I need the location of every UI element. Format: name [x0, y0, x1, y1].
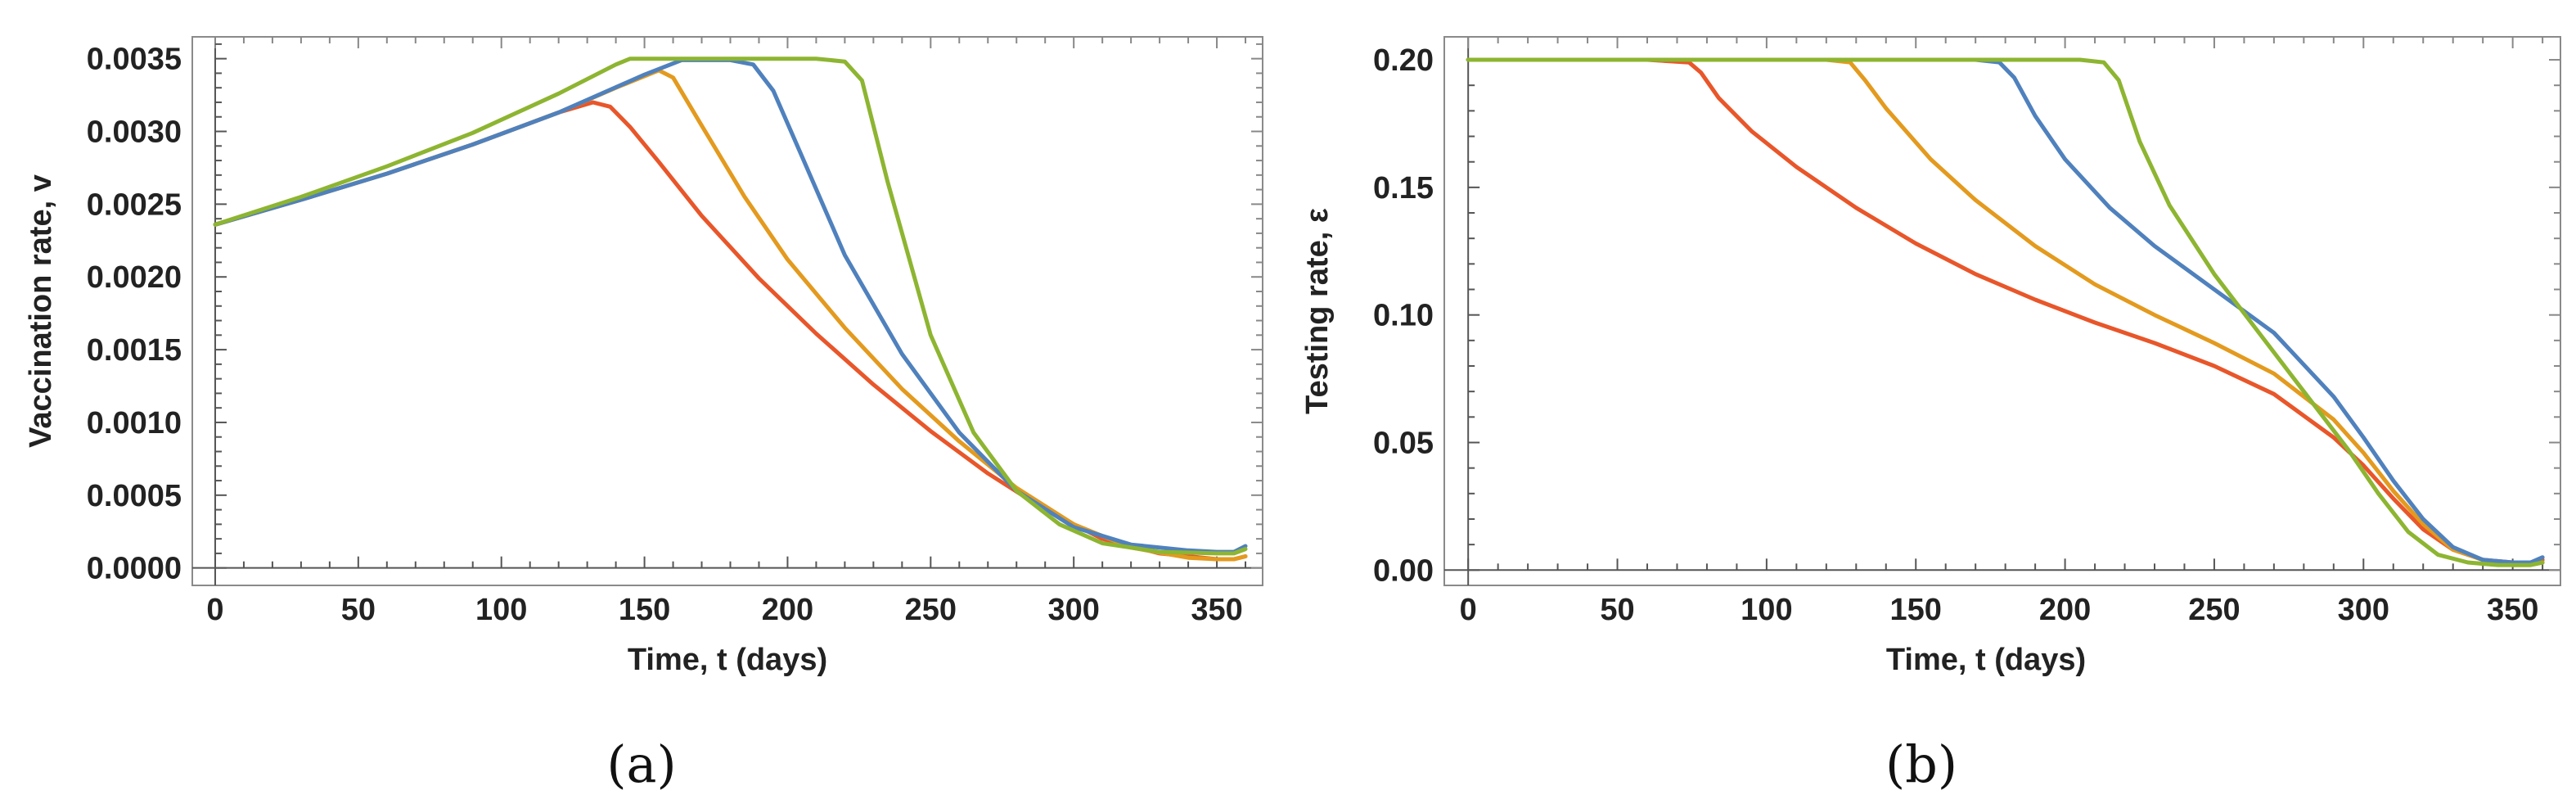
y-axis-label-a: Vaccination rate, v	[24, 174, 58, 448]
x-tick-label-a: 200	[762, 593, 813, 627]
y-tick-label-a: 0.0010	[87, 406, 182, 440]
y-tick-label-a: 0.0020	[87, 260, 182, 295]
x-tick-label-a: 350	[1191, 593, 1242, 627]
series-group-a	[213, 56, 1248, 562]
x-tick-label-b: 300	[2338, 593, 2389, 627]
x-axis-label-a: Time, t (days)	[628, 643, 827, 677]
y-tick-label-a: 0.0035	[87, 43, 182, 77]
y-tick-label-a: 0.0015	[87, 333, 182, 368]
series-line-orange-b	[1466, 57, 2545, 567]
series-line-orange-a	[213, 68, 1248, 562]
series-line-red-b	[1466, 57, 2545, 565]
y-tick-label-b: 0.00	[1373, 553, 1434, 588]
x-tick-label-a: 0	[206, 593, 223, 627]
x-tick-label-a: 250	[905, 593, 957, 627]
x-tick-label-b: 150	[1890, 593, 1942, 627]
series-group-b	[1466, 57, 2545, 567]
x-tick-label-b: 100	[1741, 593, 1792, 627]
y-tick-label-a: 0.0000	[87, 552, 182, 586]
ticks-a: 0 50 100 150 200 250 300 350 0.0000 0.0005 0.0010 0…	[87, 37, 1263, 627]
y-tick-label-a: 0.0030	[87, 115, 182, 150]
x-tick-label-a: 150	[619, 593, 670, 627]
x-tick-label-a: 50	[341, 593, 376, 627]
y-tick-label-a: 0.0025	[87, 187, 182, 222]
series-line-blue-a	[213, 57, 1248, 554]
plot-frame-b	[1443, 36, 2561, 586]
y-tick-label-b: 0.15	[1373, 171, 1434, 206]
x-tick-label-b: 0	[1460, 593, 1477, 627]
y-tick-label-b: 0.20	[1373, 43, 1434, 78]
x-tick-label-a: 100	[475, 593, 527, 627]
series-line-green-b	[1466, 57, 2545, 567]
y-tick-label-a: 0.0005	[87, 479, 182, 513]
ticks-b: 0 50 100 150 200 250 300 350 0.00 0.05 0.10 0.15 0.2…	[1373, 37, 2560, 627]
x-tick-label-b: 250	[2188, 593, 2240, 627]
caption-b: (b)	[1885, 734, 1957, 794]
x-axis-label-b: Time, t (days)	[1886, 643, 2086, 677]
series-line-blue-b	[1466, 57, 2545, 565]
panel-a: 0 50 100 150 200 250 300 350 0.0000 0.0005 0.0010 0…	[24, 36, 1263, 794]
plot-frame-a	[191, 36, 1263, 586]
x-tick-label-a: 300	[1047, 593, 1099, 627]
y-axis-label-b: Testing rate, ε	[1300, 208, 1335, 414]
caption-a: (a)	[606, 734, 676, 794]
panel-b: 0 50 100 150 200 250 300 350 0.00 0.05 0.10 0.15 0.2…	[1300, 36, 2561, 794]
y-tick-label-b: 0.10	[1373, 299, 1434, 333]
series-line-green-a	[213, 56, 1248, 556]
x-tick-label-b: 50	[1600, 593, 1634, 627]
y-tick-label-b: 0.05	[1373, 426, 1434, 460]
x-tick-label-b: 200	[2039, 593, 2091, 627]
x-tick-label-b: 350	[2487, 593, 2538, 627]
